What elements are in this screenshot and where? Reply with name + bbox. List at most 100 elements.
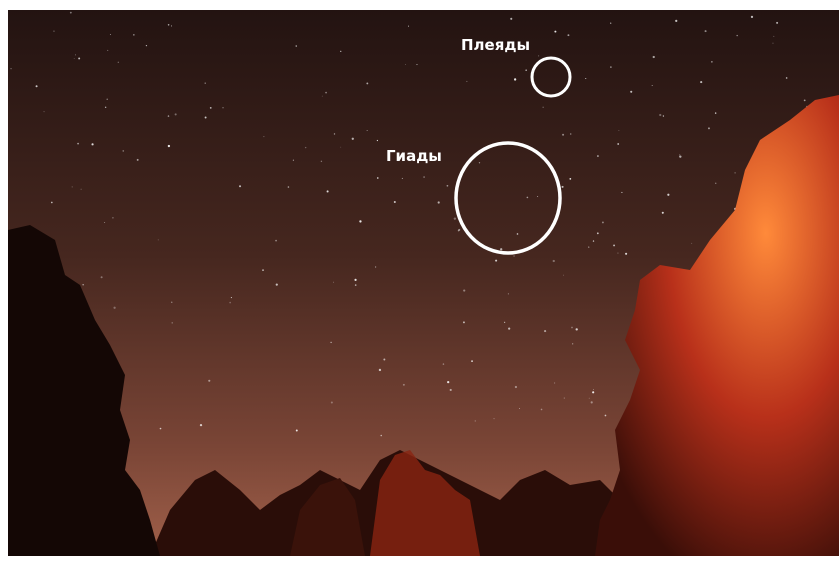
star xyxy=(553,260,555,262)
star xyxy=(205,117,207,119)
star xyxy=(383,359,385,361)
star xyxy=(597,155,599,157)
star xyxy=(36,85,38,87)
star xyxy=(107,50,108,51)
star xyxy=(610,23,611,24)
star xyxy=(43,111,44,112)
star xyxy=(74,58,75,59)
star xyxy=(122,150,124,152)
star xyxy=(263,136,264,137)
star xyxy=(327,190,329,192)
star xyxy=(508,327,510,329)
star xyxy=(325,92,327,94)
star xyxy=(588,246,589,247)
star xyxy=(168,24,170,26)
star xyxy=(72,186,73,187)
star xyxy=(585,78,586,79)
star xyxy=(562,134,564,136)
star xyxy=(593,389,594,390)
star xyxy=(786,77,788,79)
star xyxy=(592,391,594,393)
star xyxy=(466,81,467,82)
star xyxy=(630,91,632,93)
star xyxy=(355,284,357,286)
star xyxy=(375,266,376,267)
star xyxy=(112,217,114,219)
star xyxy=(146,45,147,46)
star xyxy=(602,221,604,223)
star xyxy=(331,401,333,403)
star xyxy=(171,302,172,303)
star xyxy=(554,382,555,383)
star xyxy=(618,253,619,254)
star xyxy=(200,424,202,426)
star xyxy=(208,380,210,382)
star xyxy=(567,34,569,36)
star xyxy=(652,85,653,86)
star xyxy=(495,260,497,262)
star xyxy=(563,275,564,276)
star xyxy=(475,420,476,421)
star xyxy=(106,99,107,100)
star xyxy=(447,381,449,383)
star xyxy=(133,34,135,36)
star xyxy=(772,43,773,44)
night-sky-photo: Плеяды Гиады xyxy=(0,0,839,562)
star xyxy=(379,369,381,371)
star xyxy=(479,162,480,163)
star xyxy=(354,279,356,281)
star xyxy=(222,107,223,108)
star xyxy=(239,185,241,187)
star xyxy=(715,183,716,184)
star xyxy=(276,284,278,286)
star xyxy=(625,253,627,255)
star xyxy=(75,54,76,55)
star xyxy=(562,186,564,188)
star xyxy=(663,115,664,116)
star xyxy=(804,99,806,101)
star xyxy=(736,35,737,36)
star xyxy=(715,112,716,113)
star xyxy=(500,248,502,250)
star xyxy=(667,194,669,196)
star xyxy=(471,360,473,362)
star xyxy=(296,429,298,431)
star xyxy=(367,130,368,131)
star xyxy=(751,16,753,18)
star xyxy=(333,282,334,283)
star xyxy=(679,155,681,157)
star xyxy=(538,55,539,56)
star xyxy=(617,143,619,145)
star xyxy=(330,342,331,343)
star xyxy=(91,143,93,145)
star xyxy=(210,107,212,109)
star xyxy=(463,321,465,323)
star xyxy=(691,243,692,244)
star xyxy=(675,20,677,22)
star xyxy=(519,408,520,409)
pleiades-label: Плеяды xyxy=(461,36,530,54)
star xyxy=(82,284,83,285)
star xyxy=(493,418,494,419)
star xyxy=(734,172,735,173)
star xyxy=(231,297,232,298)
star xyxy=(593,240,594,241)
star xyxy=(229,302,231,304)
star xyxy=(662,212,664,214)
star xyxy=(576,328,578,330)
star xyxy=(618,130,619,131)
star xyxy=(621,192,622,193)
star xyxy=(450,389,452,391)
star xyxy=(564,398,565,399)
star xyxy=(659,114,661,116)
star xyxy=(322,96,323,97)
star xyxy=(679,154,680,155)
star xyxy=(293,160,294,161)
star xyxy=(380,435,382,437)
star xyxy=(394,201,396,203)
star xyxy=(570,133,571,134)
star xyxy=(10,68,11,69)
star xyxy=(403,384,405,386)
star xyxy=(105,107,106,108)
star xyxy=(334,133,335,134)
